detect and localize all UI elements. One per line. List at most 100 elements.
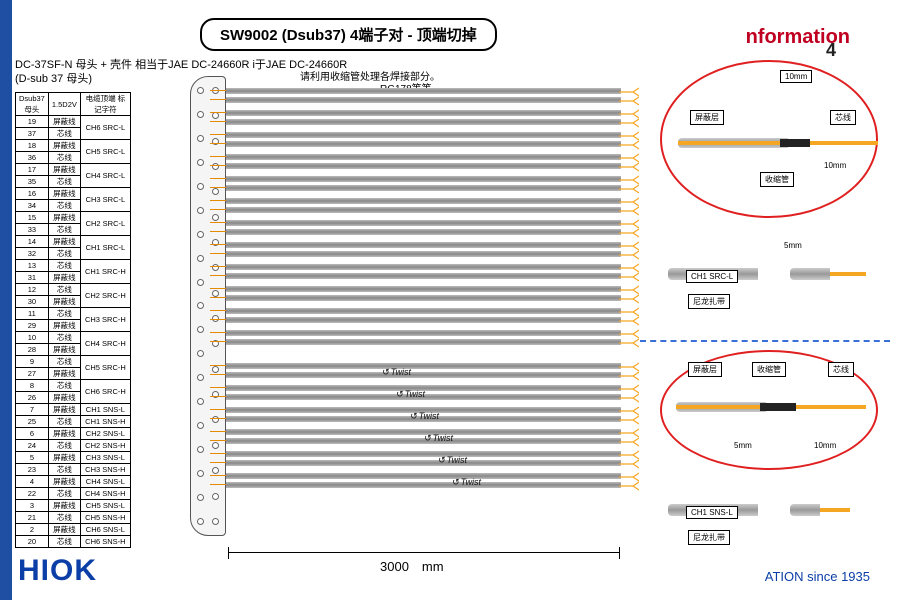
detail-c: 屏蔽层 收缩管 芯线 5mm 10mm: [660, 350, 880, 500]
table-row: 11芯线CH3 SRC-H: [16, 308, 131, 320]
connector-pin: [197, 422, 204, 429]
connector-pin: [212, 366, 219, 373]
cable-bundle: Twist Twist Twist Twist Twist Twist: [226, 86, 621, 493]
connector-pin: [197, 255, 204, 262]
connector-pin: [212, 239, 219, 246]
connector-pin: [212, 290, 219, 297]
connector-spec-2: (D-sub 37 母头): [15, 70, 92, 86]
detail-a-dim-top: 10mm: [780, 70, 812, 83]
cable-pair: [226, 108, 621, 129]
connector-pin: [212, 467, 219, 474]
header-fragment: nformation 4: [746, 20, 870, 49]
detail-a-shrink: 收缩管: [760, 172, 794, 187]
detail-b-dim: 5mm: [780, 240, 806, 251]
table-row: 13芯线CH1 SRC-H: [16, 260, 131, 272]
pin-table-h2: 1.5D2V: [48, 93, 80, 116]
connector-pin: [212, 493, 219, 500]
connector-pin: [197, 207, 204, 214]
table-row: 24芯线CH2 SNS-H: [16, 440, 131, 452]
table-row: 25芯线CH1 SNS-H: [16, 416, 131, 428]
connector-pin: [197, 494, 204, 501]
cable-pair: Twist: [226, 427, 621, 448]
connector-pin: [197, 326, 204, 333]
table-row: 7屏蔽线CH1 SNS-L: [16, 404, 131, 416]
table-row: 4屏蔽线CH4 SNS-L: [16, 476, 131, 488]
length-dimension-line: [228, 552, 620, 553]
connector-pin: [197, 374, 204, 381]
twist-label: Twist: [452, 477, 481, 488]
cable-pair: [226, 174, 621, 195]
dsub37-connector: [190, 76, 226, 536]
table-row: 9芯线CH5 SRC-H: [16, 356, 131, 368]
table-row: 16屏蔽线CH3 SRC-L: [16, 188, 131, 200]
connector-pin: [197, 135, 204, 142]
twist-label: Twist: [382, 367, 411, 378]
table-row: 15屏蔽线CH2 SRC-L: [16, 212, 131, 224]
page-title: SW9002 (Dsub37) 4端子对 - 顶端切掉: [200, 18, 497, 51]
table-row: 10芯线CH4 SRC-H: [16, 332, 131, 344]
cable-pair: [226, 152, 621, 173]
cable-pair: [226, 306, 621, 327]
cable-pair: Twist: [226, 471, 621, 492]
table-row: 19屏蔽线CH6 SRC-L: [16, 116, 131, 128]
cable-pair: [226, 86, 621, 107]
connector-pin: [212, 391, 219, 398]
detail-separator: [640, 340, 890, 342]
connector-pin: [212, 214, 219, 221]
twist-label: Twist: [396, 389, 425, 400]
connector-pin: [197, 159, 204, 166]
table-row: 5屏蔽线CH3 SNS-L: [16, 452, 131, 464]
table-row: 8芯线CH6 SRC-H: [16, 380, 131, 392]
cable-pair: Twist: [226, 361, 621, 382]
connector-pin: [197, 302, 204, 309]
connector-pin: [212, 518, 219, 525]
table-row: 18屏蔽线CH5 SRC-L: [16, 140, 131, 152]
connector-pin: [197, 470, 204, 477]
detail-d: CH1 SNS-L 尼龙扎带: [660, 490, 880, 560]
cable-pair: [226, 262, 621, 283]
connector-pin: [212, 442, 219, 449]
detail-a: 10mm 屏蔽层 芯线 收缩管 10mm: [660, 60, 880, 220]
table-row: 2屏蔽线CH6 SNS-L: [16, 524, 131, 536]
cable-pair: Twist: [226, 405, 621, 426]
connector-pin: [197, 183, 204, 190]
table-row: 14屏蔽线CH1 SRC-L: [16, 236, 131, 248]
cable-pair: Twist: [226, 383, 621, 404]
table-row: 23芯线CH3 SNS-H: [16, 464, 131, 476]
connector-pin: [197, 398, 204, 405]
detail-a-dim-bot: 10mm: [820, 160, 850, 171]
cable-pair: [226, 218, 621, 239]
detail-a-shield: 屏蔽层: [690, 110, 724, 125]
twist-label: Twist: [438, 455, 467, 466]
cable-pair: [226, 130, 621, 151]
footer-text: ATION since 1935: [765, 569, 870, 584]
table-row: 12芯线CH2 SRC-H: [16, 284, 131, 296]
cable-pair: [226, 196, 621, 217]
twist-label: Twist: [410, 411, 439, 422]
cable-pair: [226, 240, 621, 261]
detail-a-core: 芯线: [830, 110, 856, 125]
cable-pair: Twist: [226, 449, 621, 470]
pin-table-h3: 电缆顶端 标记字符: [80, 93, 130, 116]
connector-pin: [197, 279, 204, 286]
connector-pin: [197, 87, 204, 94]
table-row: 17屏蔽线CH4 SRC-L: [16, 164, 131, 176]
connector-pin: [212, 188, 219, 195]
connector-pin: [197, 518, 204, 525]
detail-c-dim1: 5mm: [730, 440, 756, 451]
table-row: 20芯线CH6 SNS-H: [16, 536, 131, 548]
pin-table: Dsub37 母头 1.5D2V 电缆顶端 标记字符 19屏蔽线CH6 SRC-…: [15, 92, 131, 548]
detail-c-core: 芯线: [828, 362, 854, 377]
detail-c-shrink: 收缩管: [752, 362, 786, 377]
brand-logo: HIOK: [18, 554, 97, 588]
table-row: 3屏蔽线CH5 SNS-L: [16, 500, 131, 512]
detail-b-label: CH1 SRC-L: [686, 270, 738, 283]
cable-pair: [226, 284, 621, 305]
detail-b: 5mm CH1 SRC-L 尼龙扎带: [660, 240, 880, 320]
table-row: 22芯线CH4 SNS-H: [16, 488, 131, 500]
connector-pin: [212, 112, 219, 119]
pin-table-h1: Dsub37 母头: [16, 93, 49, 116]
detail-d-tie: 尼龙扎带: [688, 530, 730, 545]
twist-label: Twist: [424, 433, 453, 444]
detail-b-tie: 尼龙扎带: [688, 294, 730, 309]
